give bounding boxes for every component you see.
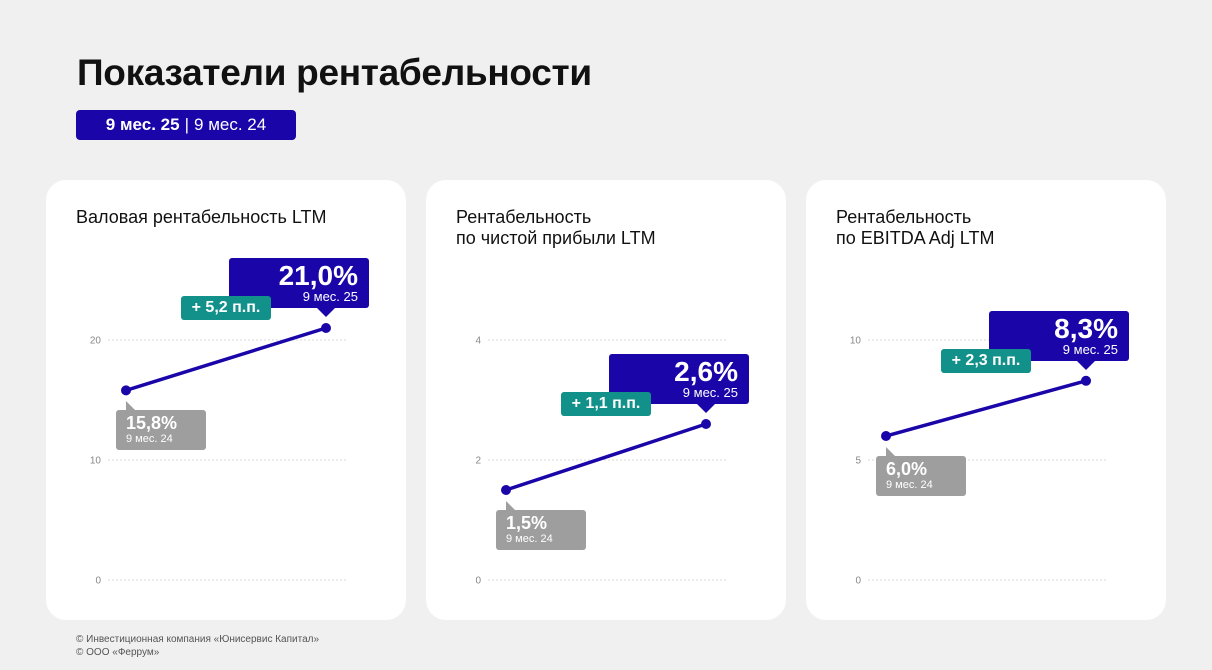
data-point-previous — [121, 385, 131, 396]
delta-label: + 1,1 п.п. — [561, 392, 651, 416]
previous-value: 6,0% — [886, 459, 928, 479]
chart-plot: 0 10 20 — [90, 323, 348, 587]
previous-period: 9 мес. 24 — [886, 479, 933, 491]
delta-label: + 5,2 п.п. — [181, 296, 271, 320]
period-legend: 9 мес. 25 | 9 мес. 24 — [76, 110, 296, 140]
data-point-current — [701, 419, 711, 429]
previous-value: 15,8% — [126, 413, 178, 434]
chart-title: Валовая рентабельность LTM — [76, 207, 327, 227]
previous-period: 9 мес. 24 — [126, 433, 173, 446]
footer-copyright-2: © ООО «Феррум» — [76, 647, 160, 658]
chart-plot: 0 2 4 — [475, 336, 728, 587]
series-line — [885, 379, 1087, 438]
chart-card-net-margin: Рентабельность по чистой прибыли LTM 0 2 4… — [426, 180, 786, 620]
series-line — [505, 422, 707, 492]
period-separator: | — [184, 115, 190, 134]
footer: © Инвестиционная компания «Юнисервис Кап… — [76, 633, 319, 659]
y-tick-label: 5 — [855, 456, 861, 467]
data-label-previous: 1,5% 9 мес. 24 — [496, 501, 586, 550]
data-point-current — [1081, 375, 1091, 386]
data-point-previous — [881, 431, 891, 441]
chart-card-ebitda-margin: Рентабельность по EBITDA Adj LTM 0 5 10 8,3… — [806, 180, 1166, 620]
current-period: 9 мес. 25 — [302, 289, 358, 304]
data-label-previous: 6,0% 9 мес. 24 — [876, 447, 966, 496]
series-line — [125, 326, 327, 393]
current-value: 8,3% — [1054, 312, 1118, 344]
previous-value: 1,5% — [506, 513, 548, 533]
chart-title: Рентабельность по чистой прибыли LTM — [456, 207, 656, 248]
page-title: Показатели рентабельности — [77, 52, 592, 93]
y-tick-label: 2 — [475, 456, 481, 467]
footer-copyright-1: © Инвестиционная компания «Юнисервис Кап… — [76, 634, 320, 645]
data-point-previous — [501, 485, 511, 495]
previous-period: 9 мес. 24 — [506, 533, 553, 545]
data-label-current: 8,3% 9 мес. 25 — [989, 310, 1129, 370]
y-tick-label: 0 — [95, 576, 101, 587]
period-current: 9 мес. 25 — [105, 115, 180, 134]
data-point-current — [321, 323, 331, 333]
period-previous: 9 мес. 24 — [194, 115, 267, 134]
y-tick-label: 4 — [475, 336, 481, 347]
y-tick-label: 10 — [850, 336, 862, 347]
delta-label: + 2,3 п.п. — [941, 348, 1031, 373]
chart-title: Рентабельность по EBITDA Adj LTM — [836, 207, 995, 248]
chart-plot: 0 5 10 — [850, 336, 1108, 587]
current-value: 21,0% — [278, 260, 358, 291]
current-period: 9 мес. 25 — [682, 385, 738, 400]
y-tick-label: 0 — [475, 576, 481, 587]
y-tick-label: 20 — [90, 336, 102, 347]
y-tick-label: 0 — [855, 576, 861, 587]
y-tick-label: 10 — [90, 456, 102, 467]
chart-card-gross-margin: Валовая рентабельность LTM 0 10 20 21,0% 9 м… — [46, 180, 406, 620]
current-period: 9 мес. 25 — [1062, 341, 1118, 357]
current-value: 2,6% — [674, 356, 738, 387]
data-label-previous: 15,8% 9 мес. 24 — [116, 401, 206, 451]
